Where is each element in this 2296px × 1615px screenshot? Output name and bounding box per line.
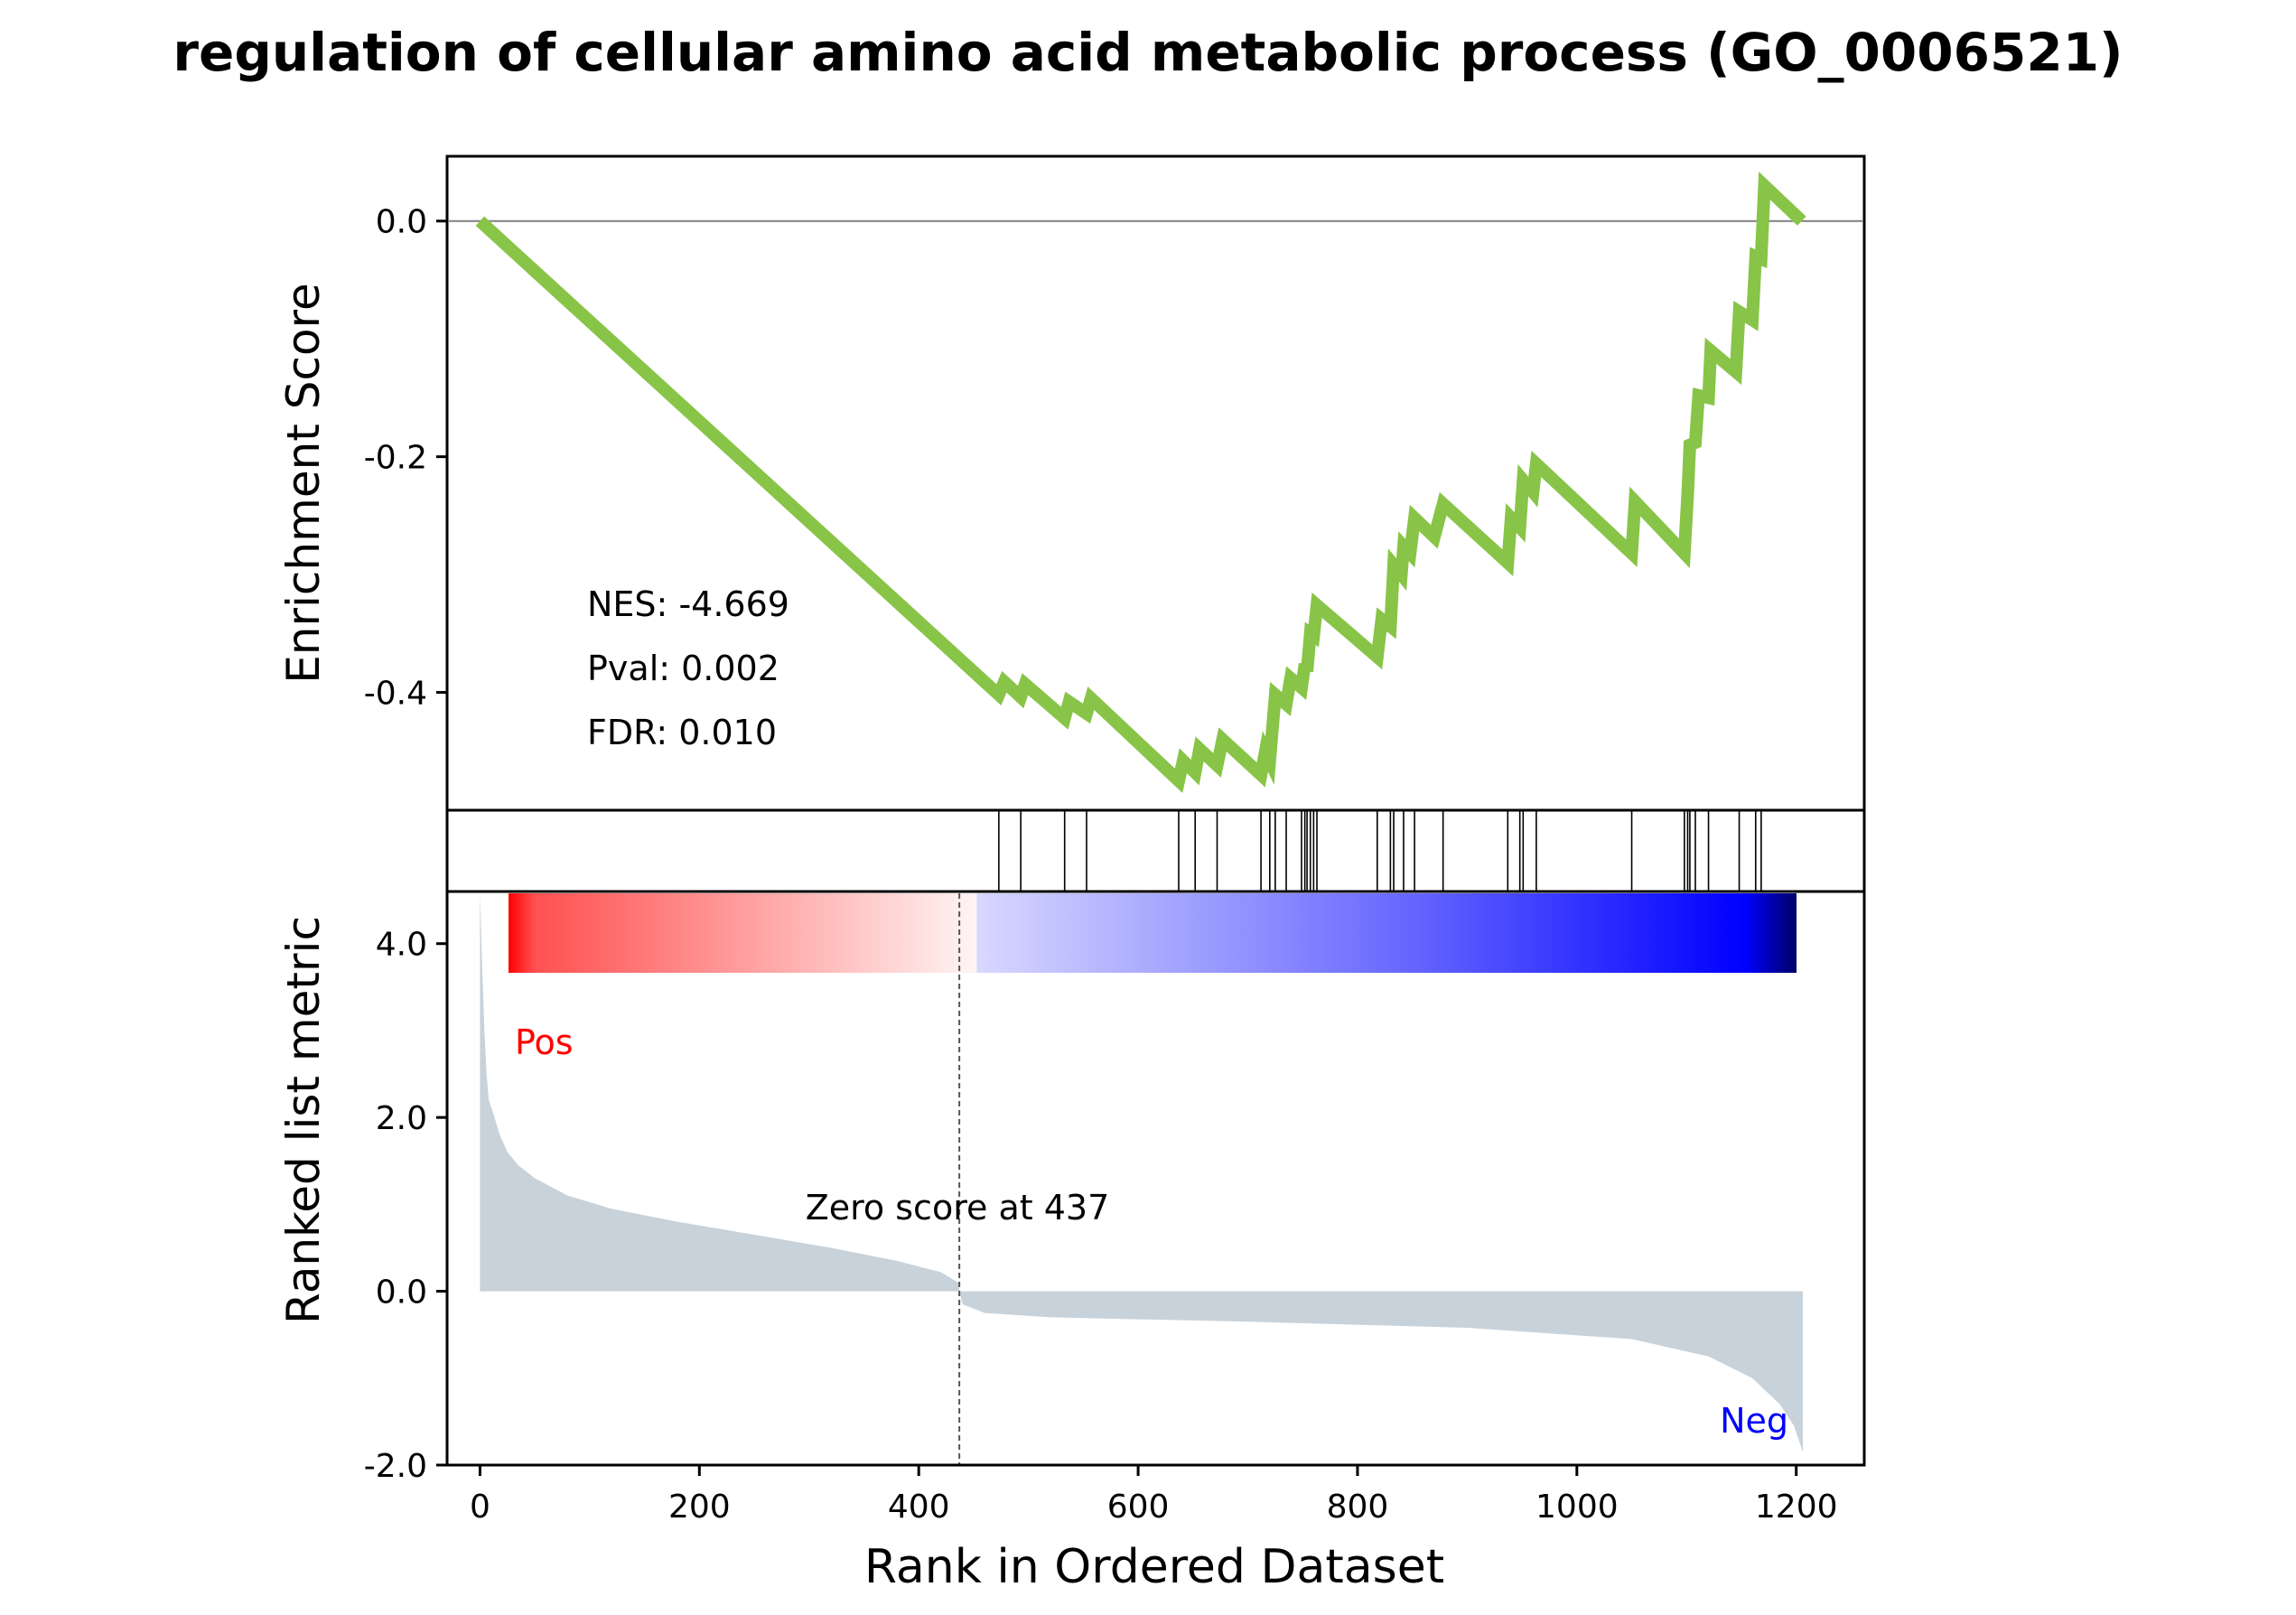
hits-frame [445,808,1866,893]
x-tick-label: 600 [1107,1489,1170,1526]
metric-area [480,892,1803,1452]
metric-y-tick-label: 0.0 [376,1274,427,1312]
es-y-ticks: 0.0 -0.2 -0.4 [364,204,447,713]
ranked-metric-panel: Zero score at 437 Pos Neg 4.02.00.0-2.0 … [364,890,1866,1526]
zero-cross-text: Zero score at 437 [806,1188,1110,1228]
neg-label: Neg [1720,1401,1788,1441]
metric-y-tick-label: 2.0 [376,1100,427,1137]
metric-y-tick-label: -2.0 [364,1448,427,1485]
x-tick-label: 200 [668,1489,731,1526]
rank-colorbar [509,893,1797,973]
metric-y-axis-label: Ranked list metric [277,916,330,1324]
enrichment-score-panel: 0.0 -0.2 -0.4 NES: -4.669 Pval: 0.002 FDR:… [364,154,1866,812]
x-tick-label: 1000 [1535,1489,1619,1526]
es-y-tick-label: -0.4 [364,676,427,713]
pval-stat: Pval: 0.002 [587,649,779,688]
nes-stat: NES: -4.669 [587,584,789,624]
x-tick-label: 400 [888,1489,950,1526]
chart-title: regulation of cellular amino acid metabo… [173,22,2123,83]
x-tick-label: 0 [470,1489,490,1526]
es-line [475,172,1806,793]
es-y-axis-label: Enrichment Score [277,283,330,684]
pos-label: Pos [515,1022,574,1062]
metric-y-ticks: 4.0 2.0 0.0 -2.0 [364,927,447,1485]
x-tick-label: 1200 [1755,1489,1838,1526]
x-axis-label: Rank in Ordered Dataset [864,1540,1444,1594]
metric-frame [445,890,1866,1467]
fdr-stat: FDR: 0.010 [587,713,777,752]
es-y-tick-label: 0.0 [376,204,427,241]
hits-panel [445,808,1866,893]
x-tick-label: 800 [1327,1489,1389,1526]
es-y-tick-label: -0.2 [364,440,427,477]
x-ticks: 0 200 400 600 800 1000 1200 [470,1465,1838,1526]
metric-y-tick-label: 4.0 [376,927,427,964]
hit-lines [998,810,1762,892]
